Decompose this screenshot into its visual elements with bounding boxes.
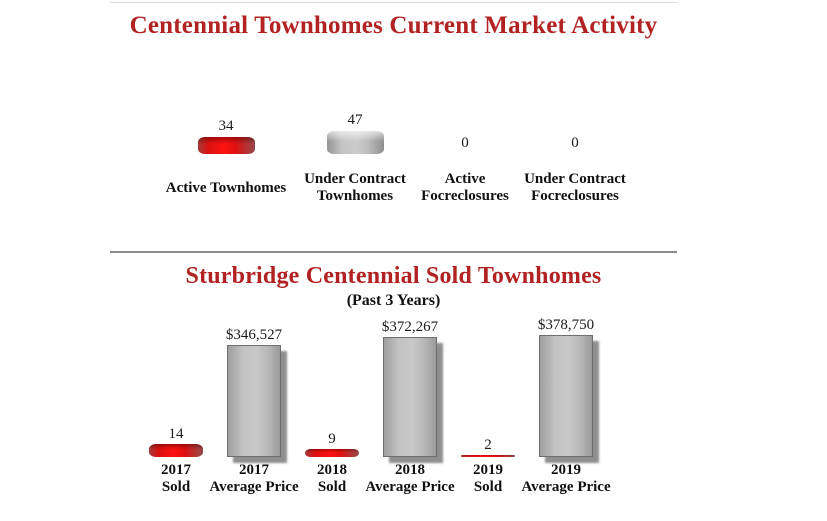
chart2-subtitle: (Past 3 Years) (346, 292, 441, 309)
category-label-line: Under Contract (304, 171, 406, 187)
bar-2019-average-price (539, 334, 593, 457)
bar-value-label: 14 (168, 425, 184, 442)
bar-value-label: $378,750 (537, 316, 595, 333)
bar-2018-average-price (383, 336, 437, 457)
bar-2019-sold (461, 455, 515, 457)
category-label-line: Focreclosures (421, 188, 509, 204)
bar-value-label: 0 (571, 135, 579, 151)
category-label-line: Focreclosures (531, 188, 619, 204)
category-label-line: Active (444, 171, 486, 187)
bar-2017-sold (149, 443, 203, 457)
category-label: 2018 Sold (252, 460, 412, 498)
category-label-line: 2018 (395, 462, 425, 478)
bar-value-label: 9 (328, 430, 336, 447)
category-label: Active Focreclosures (385, 168, 545, 208)
bar-value-label: $372,267 (381, 318, 439, 335)
bar-value-label: $346,527 (225, 327, 283, 344)
top-divider-line (110, 2, 677, 3)
section-divider-line (110, 251, 677, 253)
category-label: 2019 Average Price (486, 460, 646, 498)
category-label-line: Average Price (521, 479, 611, 495)
bar-value-label: 47 (347, 112, 363, 128)
chart2-title: Sturbridge Centennial Sold Townhomes (185, 263, 602, 289)
bar-2017-average-price (227, 345, 281, 457)
category-label: 2018 Average Price (330, 460, 490, 498)
bar-value-label: 2 (484, 437, 492, 454)
category-label: 2019 Sold (408, 460, 568, 498)
category-label-line: Sold (161, 479, 191, 495)
bar-2018-sold (305, 448, 359, 457)
category-label-line: 2019 (473, 462, 503, 478)
category-label: Under Contract Focreclosures (495, 168, 655, 208)
category-label-line: 2017 (161, 462, 191, 478)
category-label: Active Townhomes (146, 168, 306, 208)
category-label-line: Average Price (365, 479, 455, 495)
category-label-line: Townhomes (316, 188, 394, 204)
category-label-line: Average Price (209, 479, 299, 495)
category-label-line: Under Contract (524, 171, 626, 187)
category-label-line: 2017 (239, 462, 269, 478)
bar-active-townhomes (197, 137, 255, 154)
category-label-line: Sold (317, 479, 347, 495)
bar-under-contract-townhomes (326, 131, 384, 154)
bar-value-label: 0 (461, 135, 469, 151)
category-label: Under Contract Townhomes (275, 168, 435, 208)
category-label-line: Active Townhomes (165, 179, 287, 196)
category-label-line: 2019 (551, 462, 581, 478)
category-label-line: Sold (473, 479, 503, 495)
chart1-title: Centennial Townhomes Current Market Acti… (129, 12, 658, 39)
category-label: 2017 Sold (96, 460, 256, 498)
category-label: 2017 Average Price (174, 460, 334, 498)
bar-value-label: 34 (218, 118, 234, 135)
category-label-line: 2018 (317, 462, 347, 478)
